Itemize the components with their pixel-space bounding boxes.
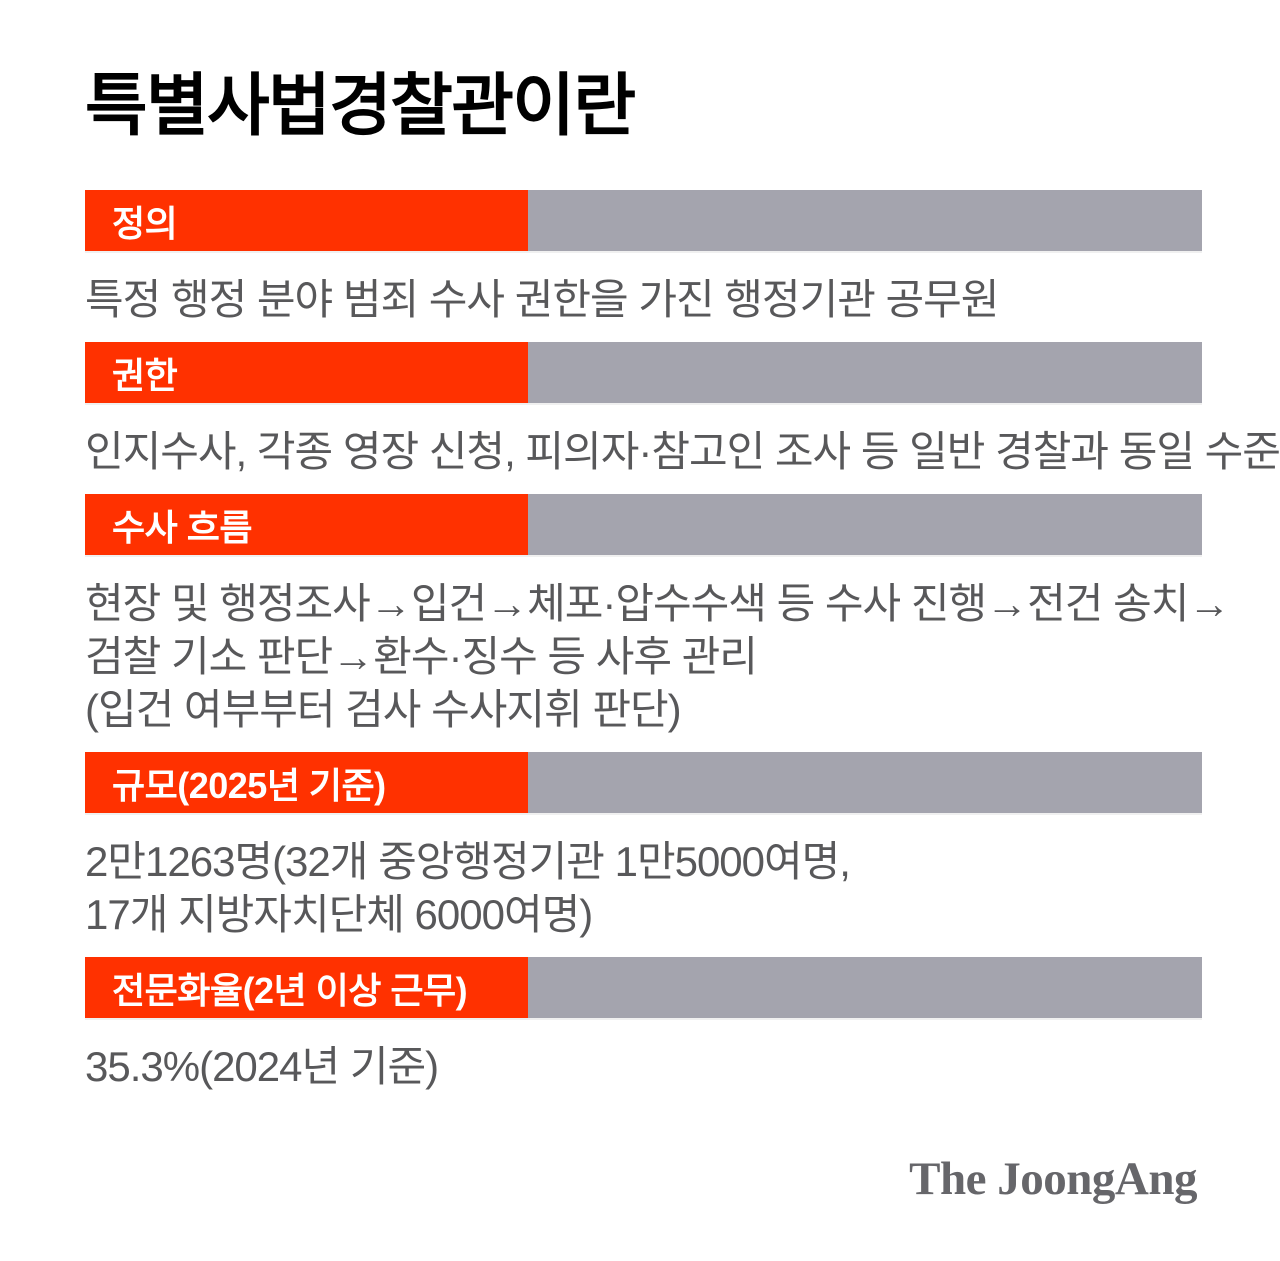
section-header-label: 전문화율(2년 이상 근무) xyxy=(112,969,468,1011)
page-title: 특별사법경찰관이란 xyxy=(85,68,636,144)
section-header-bar: 전문화율(2년 이상 근무) xyxy=(85,957,1202,1018)
body-line: 인지수사, 각종 영장 신청, 피의자·참고인 조사 등 일반 경찰과 동일 수… xyxy=(85,428,1280,475)
section-header-red-block: 정의 xyxy=(85,190,528,251)
section-header-bar: 정의 xyxy=(85,190,1202,251)
section-body: 2만1263명(32개 중앙행정기관 1만5000여명, 17개 지방자치단체 … xyxy=(85,835,1202,941)
section-header-label: 수사 흐름 xyxy=(112,506,252,548)
section-header-gray-block xyxy=(528,957,1202,1018)
section-body: 특정 행정 분야 범죄 수사 권한을 가진 행정기관 공무원 xyxy=(85,273,1202,326)
section-header-label: 규모(2025년 기준) xyxy=(112,764,386,806)
section-specialization-rate: 전문화율(2년 이상 근무) 35.3%(2024년 기준) xyxy=(85,957,1202,1093)
section-definition: 정의 특정 행정 분야 범죄 수사 권한을 가진 행정기관 공무원 xyxy=(85,190,1202,326)
body-line: 2만1263명(32개 중앙행정기관 1만5000여명, xyxy=(85,838,851,885)
section-header-label: 권한 xyxy=(112,354,178,396)
body-line: 17개 지방자치단체 6000여명) xyxy=(85,891,593,938)
section-header-label: 정의 xyxy=(112,202,178,244)
body-line: 검찰 기소 판단→환수·징수 등 사후 관리 xyxy=(85,633,758,680)
body-line: 특정 행정 분야 범죄 수사 권한을 가진 행정기관 공무원 xyxy=(85,276,999,323)
section-investigation-flow: 수사 흐름 현장 및 행정조사→입건→체포·압수수색 등 수사 진행→전건 송치… xyxy=(85,494,1230,736)
infographic-content: 특별사법경찰관이란 정의 특정 행정 분야 범죄 수사 권한을 가진 행정기관 … xyxy=(85,0,1280,1109)
section-authority: 권한 인지수사, 각종 영장 신청, 피의자·참고인 조사 등 일반 경찰과 동… xyxy=(85,342,1280,478)
joongang-logo: The JoongAng xyxy=(909,1153,1197,1205)
spacer xyxy=(85,146,1202,190)
section-body: 현장 및 행정조사→입건→체포·압수수색 등 수사 진행→전건 송치→ 검찰 기… xyxy=(85,577,1230,736)
body-line: 현장 및 행정조사→입건→체포·압수수색 등 수사 진행→전건 송치→ xyxy=(85,580,1230,627)
section-header-bar: 규모(2025년 기준) xyxy=(85,752,1202,813)
section-header-gray-block xyxy=(528,752,1202,813)
body-line: 35.3%(2024년 기준) xyxy=(85,1043,439,1090)
section-header-red-block: 규모(2025년 기준) xyxy=(85,752,528,813)
section-header-bar: 수사 흐름 xyxy=(85,494,1202,555)
section-header-bar: 권한 xyxy=(85,342,1202,403)
section-header-red-block: 수사 흐름 xyxy=(85,494,528,555)
section-body: 35.3%(2024년 기준) xyxy=(85,1040,1202,1093)
section-body: 인지수사, 각종 영장 신청, 피의자·참고인 조사 등 일반 경찰과 동일 수… xyxy=(85,425,1280,478)
section-header-red-block: 전문화율(2년 이상 근무) xyxy=(85,957,528,1018)
body-line: (입건 여부부터 검사 수사지휘 판단) xyxy=(85,686,682,733)
section-scale: 규모(2025년 기준) 2만1263명(32개 중앙행정기관 1만5000여명… xyxy=(85,752,1202,941)
section-header-red-block: 권한 xyxy=(85,342,528,403)
section-header-gray-block xyxy=(528,342,1202,403)
section-header-gray-block xyxy=(528,190,1202,251)
section-header-gray-block xyxy=(528,494,1202,555)
